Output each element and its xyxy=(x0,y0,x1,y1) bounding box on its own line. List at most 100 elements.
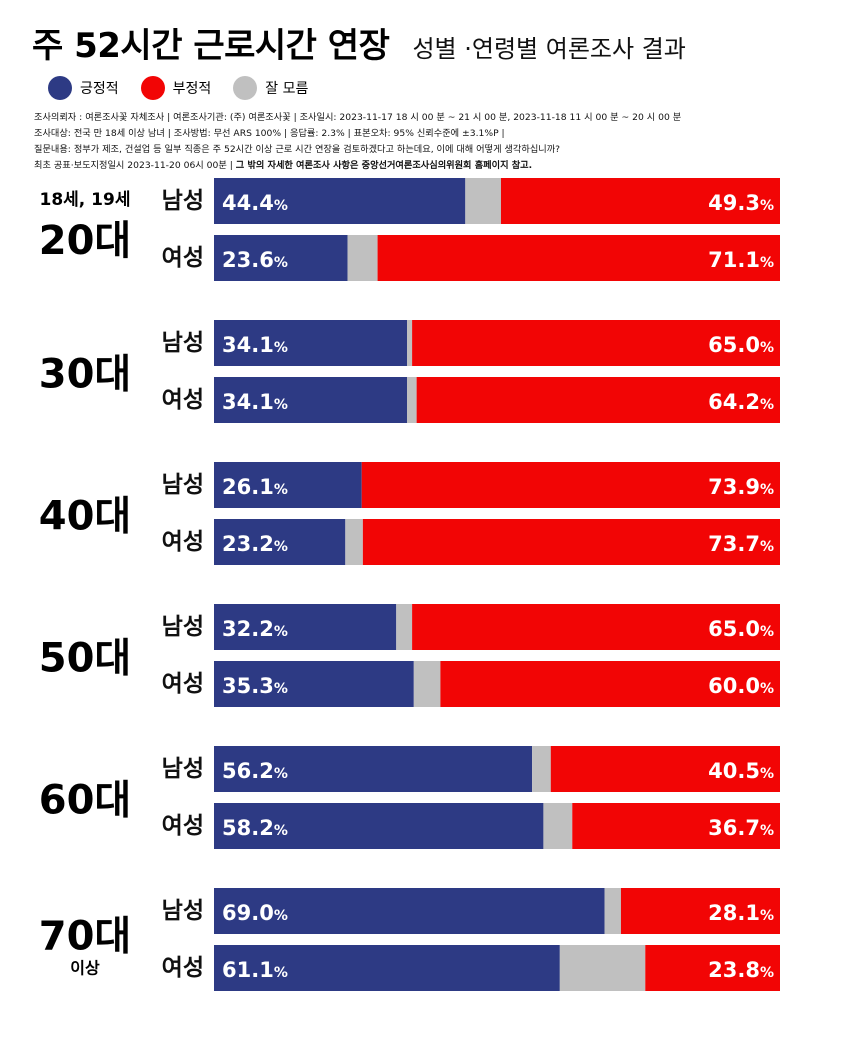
bar-positive xyxy=(214,661,414,707)
value-label-positive: 23.6% xyxy=(222,248,288,272)
gender-label: 남성 xyxy=(162,188,204,214)
bar-unknown xyxy=(345,519,363,565)
meta-line-1: 조사의뢰자 : 여론조사꽃 자체조사 | 여론조사기관: (주) 여론조사꽃 |… xyxy=(34,112,682,123)
gender-label: 여성 xyxy=(162,245,204,271)
value-label-negative: 65.0% xyxy=(708,617,774,641)
age-label-bottom: 이상 xyxy=(70,959,100,978)
bar-negative xyxy=(645,945,780,991)
gender-label: 남성 xyxy=(162,898,204,924)
legend-negative-swatch xyxy=(140,76,165,100)
value-label-positive: 44.4% xyxy=(222,191,288,215)
legend-unknown-swatch xyxy=(233,76,258,100)
gender-label: 여성 xyxy=(162,813,204,839)
bar-positive xyxy=(214,803,544,849)
bar-unknown xyxy=(604,888,621,934)
value-label-negative: 71.1% xyxy=(708,248,774,272)
value-label-positive: 26.1% xyxy=(222,475,288,499)
chart-title: 주 52시간 근로시간 연장 xyxy=(32,26,390,66)
value-label-negative: 40.5% xyxy=(708,759,774,783)
value-label-positive: 69.0% xyxy=(222,901,288,925)
value-label-positive: 23.2% xyxy=(222,532,288,556)
meta-line-4: 최초 공표·보도지정일시 2023-11-20 06시 00분 | 그 밖의 자… xyxy=(34,158,681,174)
bar-negative xyxy=(416,377,780,423)
bar-positive xyxy=(214,604,397,650)
bar-negative xyxy=(572,803,780,849)
value-label-positive: 34.1% xyxy=(222,333,288,357)
value-label-positive: 61.1% xyxy=(222,958,288,982)
bar-negative xyxy=(412,604,780,650)
gender-label: 여성 xyxy=(162,955,204,981)
value-label-negative: 60.0% xyxy=(708,674,774,698)
value-label-positive: 35.3% xyxy=(222,674,288,698)
value-label-negative: 28.1% xyxy=(708,901,774,925)
gender-label: 여성 xyxy=(162,387,204,413)
bar-positive xyxy=(214,888,605,934)
bar-unknown xyxy=(465,178,501,224)
age-label: 50대 xyxy=(39,636,131,682)
gender-label: 남성 xyxy=(162,330,204,356)
value-label-negative: 49.3% xyxy=(708,191,774,215)
value-label-positive: 58.2% xyxy=(222,816,288,840)
value-label-positive: 32.2% xyxy=(222,617,288,641)
bar-negative xyxy=(361,462,780,508)
age-label: 40대 xyxy=(39,494,131,540)
value-label-negative: 73.7% xyxy=(708,532,774,556)
bar-positive xyxy=(214,945,560,991)
bar-negative xyxy=(620,888,780,934)
chart-subtitle: 성별 ·연령별 여론조사 결과 xyxy=(412,35,686,63)
meta-line-4b: 그 밖의 자세한 여론조사 사항은 중앙선거여론조사심의위원회 홈페이지 참고. xyxy=(235,160,533,171)
age-label: 60대 xyxy=(39,778,131,824)
age-label-top: 18세, 19세 xyxy=(40,190,131,210)
value-label-positive: 34.1% xyxy=(222,390,288,414)
bar-unknown xyxy=(413,661,441,707)
legend-negative-label: 부정적 xyxy=(172,81,212,97)
value-label-positive: 56.2% xyxy=(222,759,288,783)
legend: 긍정적 부정적 잘 모름 xyxy=(48,76,330,100)
legend-item-negative: 부정적 xyxy=(140,76,212,100)
value-label-negative: 65.0% xyxy=(708,333,774,357)
bar-positive xyxy=(214,746,533,792)
value-label-negative: 73.9% xyxy=(708,475,774,499)
bar-positive xyxy=(214,377,408,423)
value-label-negative: 23.8% xyxy=(708,958,774,982)
meta-line-2: 조사대상: 전국 만 18세 이상 남녀 | 조사방법: 무선 ARS 100%… xyxy=(34,128,505,139)
bar-positive xyxy=(214,320,408,366)
bar-negative xyxy=(550,746,780,792)
legend-item-positive: 긍정적 xyxy=(48,76,119,100)
bar-unknown xyxy=(347,235,378,281)
legend-unknown-label: 잘 모름 xyxy=(265,81,309,97)
bar-unknown xyxy=(396,604,413,650)
age-label: 70대 xyxy=(39,914,131,960)
gender-label: 남성 xyxy=(162,756,204,782)
gender-label: 남성 xyxy=(162,614,204,640)
bar-positive xyxy=(214,235,348,281)
bar-negative xyxy=(500,178,780,224)
bar-unknown xyxy=(543,803,573,849)
legend-item-unknown: 잘 모름 xyxy=(233,76,308,100)
bar-negative xyxy=(362,519,780,565)
bar-unknown xyxy=(407,320,413,366)
bar-unknown xyxy=(559,945,646,991)
value-label-negative: 64.2% xyxy=(708,390,774,414)
legend-positive-swatch xyxy=(48,76,72,100)
bar-unknown xyxy=(532,746,551,792)
bar-positive xyxy=(214,178,466,224)
bar-positive xyxy=(214,519,346,565)
survey-meta: 조사의뢰자 : 여론조사꽃 자체조사 | 여론조사기관: (주) 여론조사꽃 |… xyxy=(34,110,681,174)
gender-label: 여성 xyxy=(162,671,204,697)
bar-unknown xyxy=(407,377,417,423)
legend-positive-label: 긍정적 xyxy=(80,81,119,97)
gender-label: 여성 xyxy=(162,529,204,555)
value-label-negative: 36.7% xyxy=(708,816,774,840)
age-label: 30대 xyxy=(39,352,131,398)
bar-negative xyxy=(377,235,780,281)
bar-positive xyxy=(214,462,362,508)
bar-negative xyxy=(412,320,780,366)
bar-negative xyxy=(440,661,780,707)
title-row: 주 52시간 근로시간 연장 성별 ·연령별 여론조사 결과 xyxy=(32,18,686,67)
age-label: 20대 xyxy=(39,218,131,264)
gender-label: 남성 xyxy=(162,472,204,498)
meta-line-3: 질문내용: 정부가 제조, 건설업 등 일부 직종은 주 52시간 이상 근로 … xyxy=(34,144,561,155)
meta-line-4a: 최초 공표·보도지정일시 2023-11-20 06시 00분 | xyxy=(34,160,236,171)
